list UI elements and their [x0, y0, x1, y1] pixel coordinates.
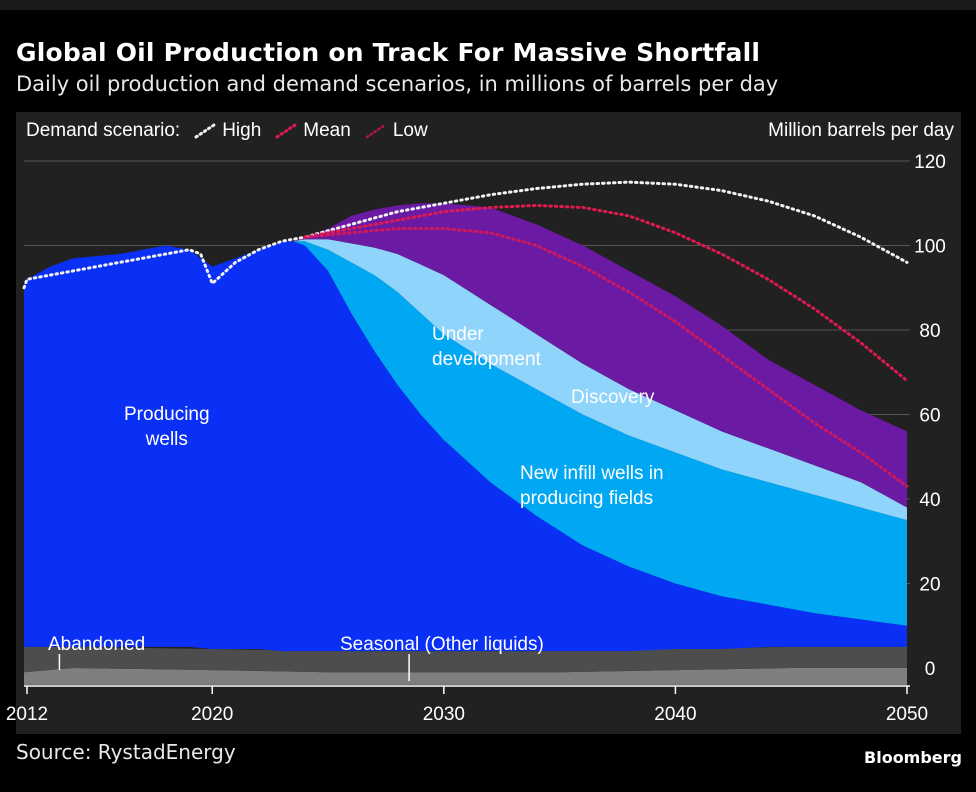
area-new-infill-wells-in-producing-fields [293, 241, 907, 626]
annotation-new-infill-wells-in: New infill wells in producing fields [520, 463, 664, 509]
y-tick-label-0: 0 [925, 659, 936, 680]
annotation-under: Under development [432, 324, 541, 370]
area-producing-wells [24, 241, 907, 652]
y-tick-label-100: 100 [914, 237, 946, 258]
y-tick-label-120: 120 [914, 152, 946, 173]
legend-swatch-high [194, 123, 216, 139]
legend-prefix: Demand scenario: [26, 120, 181, 141]
source-note: Source: RystadEnergy [16, 740, 236, 764]
legend-label-mean: Mean [303, 120, 351, 141]
area-discovery [293, 203, 907, 508]
x-tick-label-2040: 2040 [654, 704, 696, 725]
annotation-discovery: Discovery [571, 387, 655, 408]
brand-logo: Bloomberg [864, 748, 962, 767]
area-under-development [293, 239, 907, 521]
chart-subtitle: Daily oil production and demand scenario… [16, 72, 779, 96]
x-tick-label-2012: 2012 [6, 704, 48, 725]
y-axis-unit-label: Million barrels per day [768, 120, 954, 141]
area-seasonal-other-liquids [24, 646, 907, 673]
y-tick-label-80: 80 [919, 321, 940, 342]
top-band [0, 0, 976, 10]
x-tick-label-2020: 2020 [191, 704, 233, 725]
legend: Demand scenario: High Mean Low [26, 120, 428, 142]
area-abandoned [24, 668, 907, 685]
demand-line-high [22, 180, 909, 290]
y-tick-label-60: 60 [919, 406, 940, 427]
demand-line-low [303, 227, 909, 488]
legend-swatch-low [365, 123, 387, 139]
annotation-producing: Producing wells [124, 404, 210, 450]
legend-item-high: High [194, 120, 261, 142]
y-tick-label-20: 20 [919, 575, 940, 596]
y-tick-label-40: 40 [919, 490, 940, 511]
demand-line-mean [303, 203, 909, 383]
legend-item-mean: Mean [275, 120, 351, 142]
x-tick-label-2030: 2030 [423, 704, 465, 725]
annotation-seasonal-other-liquids: Seasonal (Other liquids) [340, 634, 544, 655]
legend-item-low: Low [365, 120, 428, 142]
x-tick-label-2050: 2050 [886, 704, 928, 725]
legend-swatch-mean [275, 123, 297, 139]
chart-title: Global Oil Production on Track For Massi… [16, 38, 761, 67]
legend-label-high: High [222, 120, 262, 141]
legend-label-low: Low [392, 120, 428, 141]
annotation-abandoned: Abandoned [48, 634, 146, 655]
